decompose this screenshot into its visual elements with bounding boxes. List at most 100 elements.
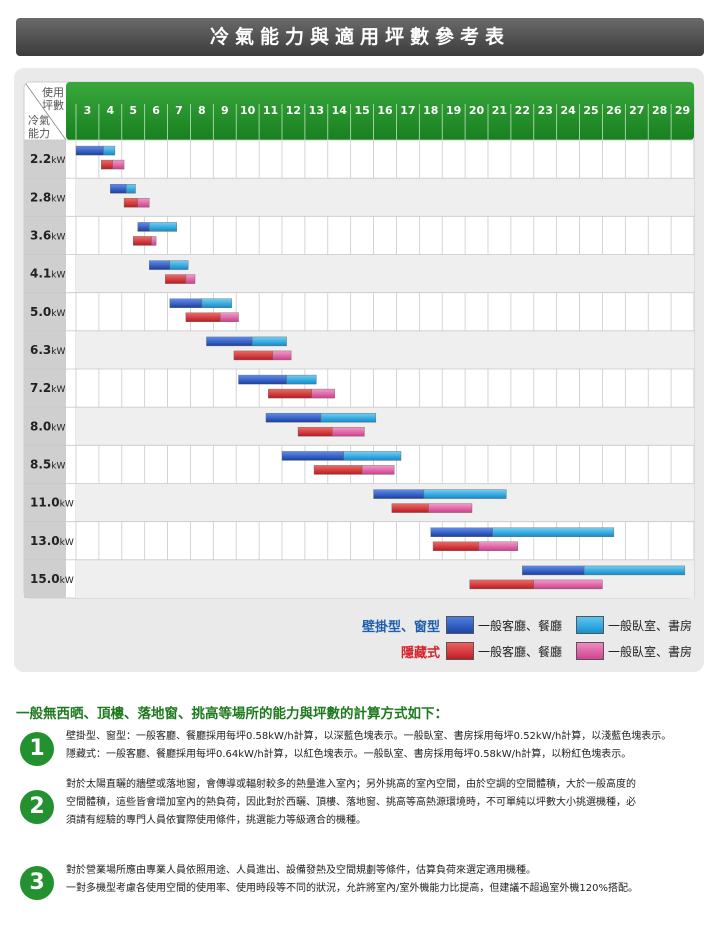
- row-unit-label: kW: [51, 423, 65, 433]
- legend-swatch-wall-bedroom: [576, 616, 604, 634]
- legend-swatch-hidden-bedroom: [576, 642, 604, 660]
- bar-wall-living: [137, 222, 150, 232]
- bar-wall-bedroom: [201, 298, 232, 308]
- bar-hidden-bedroom: [533, 579, 603, 590]
- row-band: [76, 483, 694, 522]
- row-band: [76, 559, 694, 598]
- note-number-1: 1: [20, 732, 54, 766]
- bar-wall-bedroom: [583, 565, 686, 576]
- bar-wall-bedroom: [423, 489, 507, 499]
- row-capacity-label: 7.2kW: [30, 381, 65, 395]
- corner-label-area: 使用: [42, 86, 64, 99]
- legend-label-wall-bedroom: 一般臥室、書房: [608, 619, 693, 633]
- legend-type-wall: 壁掛型、窗型: [361, 620, 440, 635]
- row-unit-label: kW: [51, 194, 65, 204]
- note-number-3: 3: [20, 866, 54, 900]
- bar-wall-bedroom: [492, 527, 615, 537]
- x-tick-label: 5: [129, 104, 137, 117]
- x-tick-label: 28: [652, 104, 667, 117]
- bar-hidden-bedroom: [272, 350, 292, 361]
- bar-wall-living: [238, 374, 287, 385]
- row-band: [76, 254, 694, 293]
- x-tick-label: 22: [515, 104, 530, 117]
- row-unit-label: kW: [60, 576, 74, 586]
- legend-label-hidden-living: 一般客廳、餐廳: [478, 645, 563, 659]
- bar-wall-bedroom: [149, 222, 177, 232]
- x-tick-label: 7: [175, 104, 183, 117]
- x-tick-label: 24: [560, 104, 576, 117]
- row-unit-label: kW: [60, 500, 74, 510]
- bar-hidden-bedroom: [112, 159, 125, 170]
- bar-hidden-bedroom: [478, 541, 518, 551]
- note-line: 須請有經驗的專門人員依實際使用條件，挑選能力等級適合的機種。: [66, 815, 366, 826]
- bar-wall-living: [149, 260, 171, 270]
- row-band: [76, 330, 694, 369]
- row-unit-label: kW: [51, 461, 65, 471]
- chart-panel: 使用 坪數 冷氣 能力 3 4 5 6 7 8 9 10 11 12 13 14 15 16 17 18 19 20 21 2…: [14, 68, 704, 672]
- x-tick-label: 25: [583, 104, 598, 117]
- bar-hidden-living: [432, 541, 480, 551]
- bar-wall-living: [206, 336, 253, 347]
- row-capacity-label: 5.0kW: [30, 305, 65, 319]
- legend-swatch-wall-living: [446, 616, 474, 634]
- row-capacity-label: 15.0kW: [30, 572, 74, 586]
- x-tick-label: 17: [400, 104, 415, 117]
- legend-row-wall: 壁掛型、窗型 一般客廳、餐廳 一般臥室、書房: [354, 614, 704, 635]
- bar-hidden-living: [313, 465, 363, 475]
- note-number-2: 2: [20, 790, 54, 824]
- row-capacity-label: 2.2kW: [30, 152, 65, 166]
- x-tick-label: 11: [263, 104, 278, 117]
- x-tick-label: 27: [629, 104, 644, 117]
- bar-wall-bedroom: [169, 260, 189, 270]
- bar-hidden-living: [123, 198, 138, 208]
- x-tick-label: 16: [377, 104, 393, 117]
- row-unit-label: kW: [51, 385, 65, 395]
- legend-label-wall-living: 一般客廳、餐廳: [478, 619, 563, 633]
- x-tick-label: 15: [354, 104, 369, 117]
- bar-hidden-living: [233, 350, 274, 361]
- header-band: [66, 82, 694, 140]
- note-line: 壁掛型、窗型：一般客廳、餐廳採用每坪0.58kW/h計算，以深藍色塊表示。一般臥…: [66, 731, 672, 742]
- row-capacity-label: 11.0kW: [30, 496, 74, 510]
- note-line: 隱藏式：一般客廳、餐廳採用每坪0.64kW/h計算，以紅色塊表示。一般臥室、書房…: [66, 749, 632, 760]
- row-unit-label: kW: [51, 347, 65, 357]
- row-capacity-label: 8.5kW: [30, 457, 65, 471]
- note-1: 1 壁掛型、窗型：一般客廳、餐廳採用每坪0.58kW/h計算，以深藍色塊表示。一…: [16, 728, 706, 768]
- bar-hidden-bedroom: [361, 465, 395, 475]
- x-tick-label: 6: [152, 104, 160, 117]
- x-tick-label: 4: [107, 104, 115, 117]
- bar-hidden-living: [133, 236, 152, 246]
- bar-hidden-living: [391, 503, 429, 513]
- bar-hidden-bedroom: [332, 427, 365, 437]
- x-tick-label: 8: [198, 104, 206, 117]
- bar-wall-living: [265, 413, 322, 423]
- x-tick-label: 13: [309, 104, 324, 117]
- row-unit-label: kW: [51, 232, 65, 242]
- bar-hidden-living: [268, 388, 312, 399]
- bar-wall-living: [430, 527, 493, 537]
- bar-hidden-living: [297, 427, 333, 437]
- x-tick-label: 26: [606, 104, 622, 117]
- legend-type-hidden: 隱藏式: [400, 646, 440, 661]
- notes-heading: 一般無西晒、頂樓、落地窗、挑高等場所的能力與坪數的計算方式如下：: [16, 706, 448, 722]
- bar-hidden-living: [165, 274, 187, 284]
- row-unit-label: kW: [60, 538, 74, 548]
- bar-hidden-bedroom: [311, 388, 335, 399]
- x-tick-label: 29: [675, 104, 690, 117]
- bar-wall-living: [169, 298, 203, 308]
- corner-label-capacity: 冷氣: [28, 113, 50, 127]
- bar-wall-living: [75, 145, 104, 156]
- x-tick-label: 14: [332, 104, 348, 117]
- row-unit-label: kW: [51, 271, 65, 281]
- note-line: 對於太陽直曬的牆壁或落地窗，會傳導或輻射較多的熱量進入室內；另外挑高的室內空間，…: [66, 779, 636, 790]
- row-band: [76, 178, 694, 217]
- legend-row-hidden: 隱藏式 一般客廳、餐廳 一般臥室、書房: [354, 640, 704, 661]
- x-tick-label: 23: [538, 104, 553, 117]
- legend-swatch-hidden-living: [446, 642, 474, 660]
- row-capacity-label: 13.0kW: [30, 534, 74, 548]
- bar-wall-living: [522, 565, 585, 576]
- row-capacity-label: 3.6kW: [30, 228, 65, 242]
- bar-wall-bedroom: [286, 374, 317, 385]
- bar-hidden-bedroom: [185, 274, 196, 284]
- page-title: 冷氣能力與適用坪數參考表: [16, 18, 704, 56]
